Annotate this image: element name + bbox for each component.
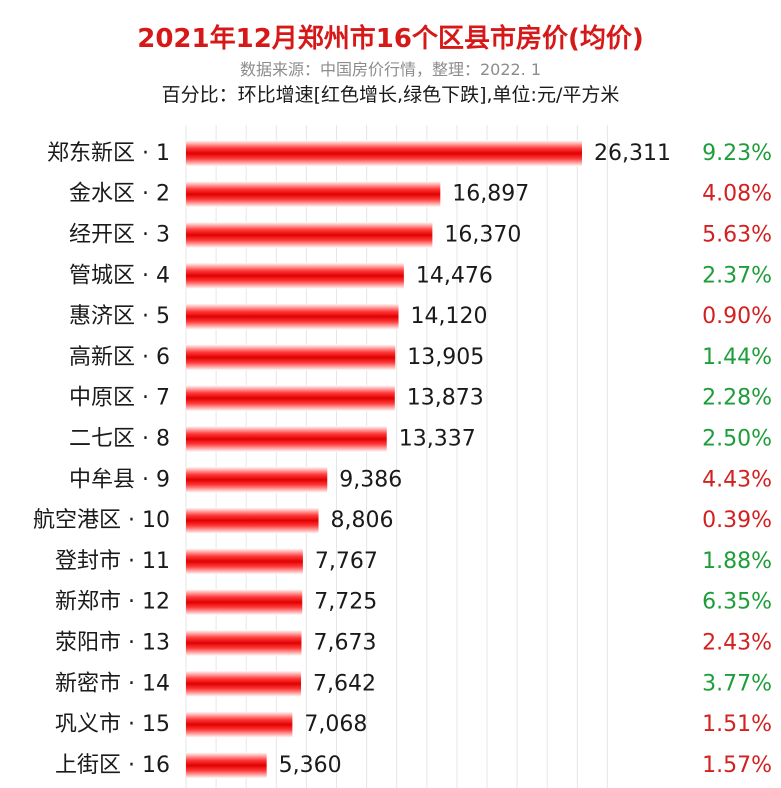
change-percent-label: 5.63% [702,223,772,248]
category-label: 登封市 · 11 [55,549,170,574]
change-percent-label: 2.37% [702,263,772,288]
change-percent-label: 2.43% [702,631,772,656]
category-label: 二七区 · 8 [69,427,170,452]
value-label: 5,360 [279,753,342,778]
category-label: 管城区 · 4 [69,263,170,288]
change-percent-label: 4.43% [702,467,772,492]
category-label: 惠济区 · 5 [69,304,170,329]
chart-title: 2021年12月郑州市16个区县市房价(均价) [137,24,644,54]
value-label: 7,642 [313,671,376,696]
category-label: 航空港区 · 10 [33,508,170,533]
category-label: 高新区 · 6 [69,345,170,370]
bar [186,466,328,493]
category-label: 新密市 · 14 [55,671,170,696]
value-label: 8,806 [331,508,394,533]
value-label: 7,068 [304,712,367,737]
bar [186,507,319,534]
bar [186,548,303,575]
bar [186,426,387,452]
bar [186,222,433,248]
value-label: 26,311 [594,141,671,166]
change-percent-label: 3.77% [702,671,772,696]
category-label: 中原区 · 7 [69,386,170,411]
bar [186,262,404,289]
value-label: 13,337 [399,427,476,452]
value-label: 14,120 [411,304,488,329]
category-label: 新郑市 · 12 [55,590,170,615]
change-percent-label: 9.23% [702,141,772,166]
change-percent-label: 1.51% [702,712,772,737]
change-percent-label: 1.88% [702,549,772,574]
change-percent-label: 1.44% [702,345,772,370]
bar [186,385,395,412]
category-label: 巩义市 · 15 [55,712,170,737]
value-label: 9,386 [339,467,402,492]
bars: 郑东新区 · 1 26,311 9.23% 金水区 · 2 16,897 4.08% 经开区… [33,140,772,779]
change-percent-label: 0.39% [702,508,772,533]
change-percent-label: 1.57% [702,753,772,778]
category-label: 经开区 · 3 [69,223,170,248]
bar [186,589,303,616]
chart-source: 数据来源：中国房价行情，整理：2022. 1 [239,60,542,79]
value-label: 14,476 [416,263,493,288]
value-label: 16,370 [444,223,521,248]
change-percent-label: 2.28% [702,386,772,411]
bar [186,140,582,167]
change-percent-label: 4.08% [702,182,772,207]
category-label: 中牟县 · 9 [69,467,170,492]
category-label: 郑东新区 · 1 [47,141,170,166]
bar [186,670,302,697]
change-percent-label: 6.35% [702,590,772,615]
change-percent-label: 0.90% [702,304,772,329]
value-label: 7,767 [315,549,378,574]
value-label: 7,673 [313,631,376,656]
value-label: 13,873 [407,386,484,411]
bar [186,752,267,779]
bar [186,344,396,371]
value-label: 7,725 [314,590,377,615]
category-label: 上街区 · 16 [55,753,170,778]
value-label: 13,905 [407,345,484,370]
category-label: 金水区 · 2 [69,182,170,207]
category-label: 荥阳市 · 13 [55,631,170,656]
bar [186,711,293,738]
value-label: 16,897 [452,182,529,207]
change-percent-label: 2.50% [702,427,772,452]
bar [186,181,441,208]
bar [186,303,399,330]
bar [186,630,302,656]
chart-note: 百分比：环比增速[红色增长,绿色下跌],单位:元/平方米 [161,84,620,106]
